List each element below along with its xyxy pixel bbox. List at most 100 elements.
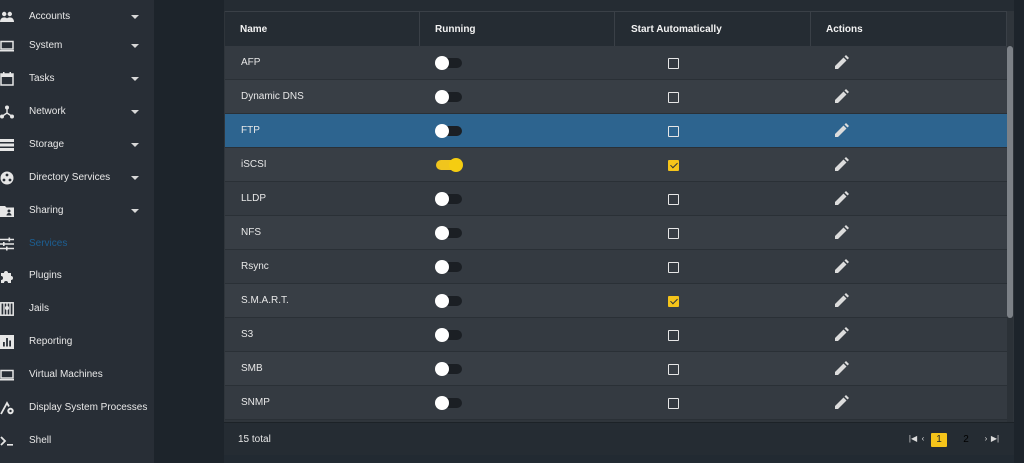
edit-icon[interactable] [835,293,851,309]
chevron-down-icon [131,175,139,180]
edit-icon[interactable] [835,157,851,173]
last-page-icon[interactable]: ▶| [990,434,1000,443]
column-divider [810,12,811,47]
toggle-knob [435,56,449,70]
service-name: SMB [241,363,263,374]
table-footer: 15 total |◀ ‹ 1 2 › ▶| [224,422,1014,455]
table-row[interactable]: S3 [225,318,1007,352]
start-automatically-checkbox[interactable] [668,126,679,137]
reporting-icon [0,334,14,349]
storage-icon [0,138,14,152]
sidebar-item-network[interactable]: Network [0,95,154,128]
edit-icon[interactable] [835,55,851,71]
network-icon [0,105,14,119]
running-toggle[interactable] [435,260,462,274]
start-automatically-checkbox[interactable] [668,228,679,239]
start-automatically-checkbox[interactable] [668,194,679,205]
shell-icon [0,434,14,448]
sidebar-item-label: Jails [29,303,50,314]
sidebar-item-virtual-machines[interactable]: Virtual Machines [0,358,154,391]
service-name: LLDP [241,193,267,204]
total-count: 15 total [238,434,271,445]
chevron-down-icon [131,109,139,114]
sidebar-item-reporting[interactable]: Reporting [0,325,154,358]
table-row[interactable]: Rsync [225,250,1007,284]
sidebar-item-shell[interactable]: Shell [0,424,154,457]
tasks-icon [0,71,14,86]
service-name: NFS [241,227,261,238]
edit-icon[interactable] [835,191,851,207]
first-page-icon[interactable]: |◀ [908,434,918,443]
running-toggle[interactable] [435,124,462,138]
edit-icon[interactable] [835,259,851,275]
column-divider [419,12,420,47]
running-toggle[interactable] [435,294,462,308]
scrollbar-thumb[interactable] [1007,46,1013,318]
edit-icon[interactable] [835,395,851,411]
sidebar-item-plugins[interactable]: Plugins [0,259,154,292]
running-toggle[interactable] [435,396,462,410]
page-button-current[interactable]: 1 [931,433,947,447]
running-toggle[interactable] [435,56,462,70]
edit-icon[interactable] [835,327,851,343]
start-automatically-checkbox[interactable] [668,330,679,341]
running-toggle[interactable] [435,90,462,104]
table-row[interactable]: NFS [225,216,1007,250]
table-row[interactable]: iSCSI [225,148,1007,182]
running-toggle[interactable] [435,328,462,342]
start-automatically-checkbox[interactable] [668,296,679,307]
edit-icon[interactable] [835,123,851,139]
page-button[interactable]: 2 [963,434,969,445]
next-page-icon[interactable]: › [984,434,988,443]
table-row[interactable]: SMB [225,352,1007,386]
previous-page-icon[interactable]: ‹ [921,434,925,443]
sidebar-item-accounts[interactable]: Accounts [0,0,154,33]
start-automatically-checkbox[interactable] [668,92,679,103]
sidebar-item-storage[interactable]: Storage [0,128,154,161]
vertical-scrollbar[interactable] [1007,46,1013,422]
sidebar-item-services[interactable]: Services [0,227,154,260]
sidebar-item-system[interactable]: System [0,29,154,62]
service-name: FTP [241,125,260,136]
sidebar-item-display-system-processes[interactable]: Display System Processes [0,391,154,424]
edit-icon[interactable] [835,89,851,105]
table-row[interactable]: LLDP [225,182,1007,216]
service-name: SNMP [241,397,270,408]
accounts-icon [0,10,14,24]
toggle-knob [435,90,449,104]
column-header-running[interactable]: Running [435,24,476,35]
edit-icon[interactable] [835,225,851,241]
toggle-knob [435,192,449,206]
content-gutter-right [1014,0,1024,463]
table-row[interactable]: S.M.A.R.T. [225,284,1007,318]
column-header-start-automatically[interactable]: Start Automatically [631,24,722,35]
sidebar-item-sharing[interactable]: Sharing [0,194,154,227]
running-toggle[interactable] [435,226,462,240]
table-row[interactable]: AFP [225,46,1007,80]
running-toggle[interactable] [435,192,462,206]
virtual-machines-icon [0,368,14,382]
jails-icon [0,301,14,316]
start-automatically-checkbox[interactable] [668,58,679,69]
start-automatically-checkbox[interactable] [668,160,679,171]
table-row[interactable]: SNMP [225,386,1007,420]
sidebar-item-label: Shell [29,435,52,446]
table-row[interactable]: FTP [225,114,1007,148]
sidebar-item-jails[interactable]: Jails [0,292,154,325]
running-toggle[interactable] [435,362,462,376]
start-automatically-checkbox[interactable] [668,364,679,375]
column-divider [614,12,615,47]
edit-icon[interactable] [835,361,851,377]
sidebar-item-label: Accounts [29,11,71,22]
start-automatically-checkbox[interactable] [668,398,679,409]
start-automatically-checkbox[interactable] [668,262,679,273]
sidebar-item-label: Tasks [29,73,55,84]
sidebar-item-label: Reporting [29,336,73,347]
table-row[interactable]: Dynamic DNS [225,80,1007,114]
sidebar-item-tasks[interactable]: Tasks [0,62,154,95]
column-header-name[interactable]: Name [240,24,268,35]
services-table-card: Name Running Start Automatically Actions… [224,0,1014,455]
sidebar: Accounts System Tasks Network Storage Di [0,0,154,463]
running-toggle[interactable] [436,158,463,172]
sidebar-item-directory-services[interactable]: Directory Services [0,161,154,194]
